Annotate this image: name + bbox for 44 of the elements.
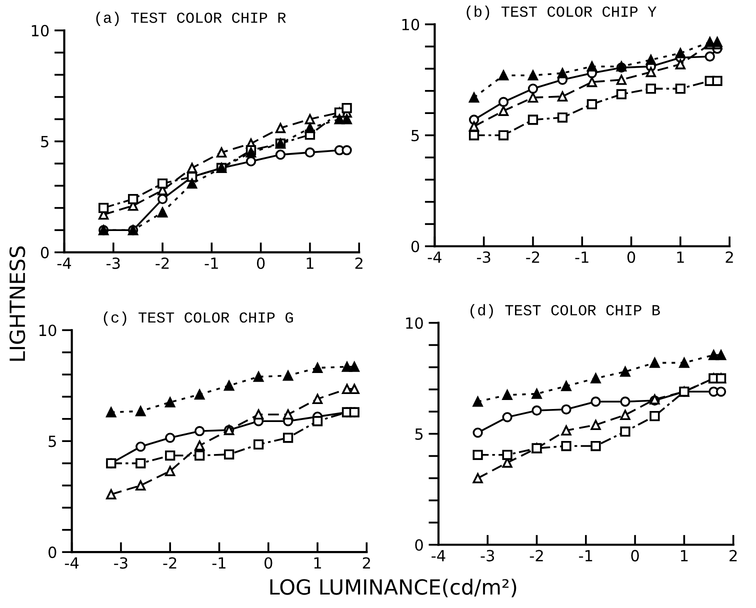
x-tick-label: -1 bbox=[575, 252, 588, 263]
x-tick-label: 2 bbox=[730, 550, 737, 562]
x-tick-label: 1 bbox=[314, 557, 321, 569]
x-tick-label: -2 bbox=[156, 257, 169, 269]
x-tick-label: 2 bbox=[726, 251, 733, 263]
y-tick-label: 10 bbox=[39, 324, 56, 336]
x-tick-label: -4 bbox=[64, 557, 79, 569]
x-tick-label: 1 bbox=[677, 252, 684, 263]
x-tick-label: 0 bbox=[627, 251, 636, 263]
x-tick-label: -1 bbox=[204, 258, 218, 269]
y-tick-label: 5 bbox=[48, 436, 56, 448]
x-tick-label: -1 bbox=[579, 550, 592, 562]
y-axis-title: LIGHTNESS bbox=[9, 246, 26, 361]
x-axis-title: LOG LUMINANCE(cd/m²) bbox=[270, 578, 516, 598]
x-tick-label: 0 bbox=[256, 257, 265, 270]
x-tick-label: -2 bbox=[526, 251, 540, 263]
y-tick-label: 10 bbox=[406, 317, 423, 329]
x-tick-label: 1 bbox=[681, 550, 688, 562]
x-tick-label: -4 bbox=[57, 258, 72, 269]
x-tick-label: 0 bbox=[264, 557, 272, 569]
x-tick-label: 2 bbox=[362, 557, 370, 569]
y-tick-label: 5 bbox=[415, 428, 423, 440]
x-tick-label: -4 bbox=[428, 252, 442, 263]
y-tick-label: 10 bbox=[402, 18, 420, 30]
y-tick-label: 5 bbox=[412, 130, 419, 142]
x-tick-label: -4 bbox=[432, 550, 446, 562]
x-tick-label: -2 bbox=[530, 550, 543, 562]
x-tick-label: 2 bbox=[355, 257, 362, 269]
x-tick-label: -1 bbox=[212, 557, 226, 569]
x-tick-label: 0 bbox=[631, 550, 639, 562]
y-tick-label: 5 bbox=[41, 136, 48, 148]
x-tick-label: -3 bbox=[114, 557, 128, 569]
chart-title: (a) TEST COLOR CHIP R bbox=[96, 12, 286, 26]
y-tick-label: 0 bbox=[415, 539, 423, 551]
chart-title: (d) TEST COLOR CHIP B bbox=[470, 304, 660, 318]
y-tick-label: 10 bbox=[32, 24, 49, 36]
y-tick-label: 0 bbox=[411, 240, 420, 252]
x-tick-label: -3 bbox=[480, 550, 494, 562]
x-tick-label: -3 bbox=[106, 257, 120, 270]
x-tick-label: -3 bbox=[476, 251, 490, 263]
chart-title: (b) TEST COLOR CHIP Y bbox=[466, 6, 656, 20]
x-tick-label: -2 bbox=[163, 557, 176, 569]
chart-title: (c) TEST COLOR CHIP G bbox=[104, 311, 293, 326]
x-tick-label: 1 bbox=[306, 258, 314, 269]
